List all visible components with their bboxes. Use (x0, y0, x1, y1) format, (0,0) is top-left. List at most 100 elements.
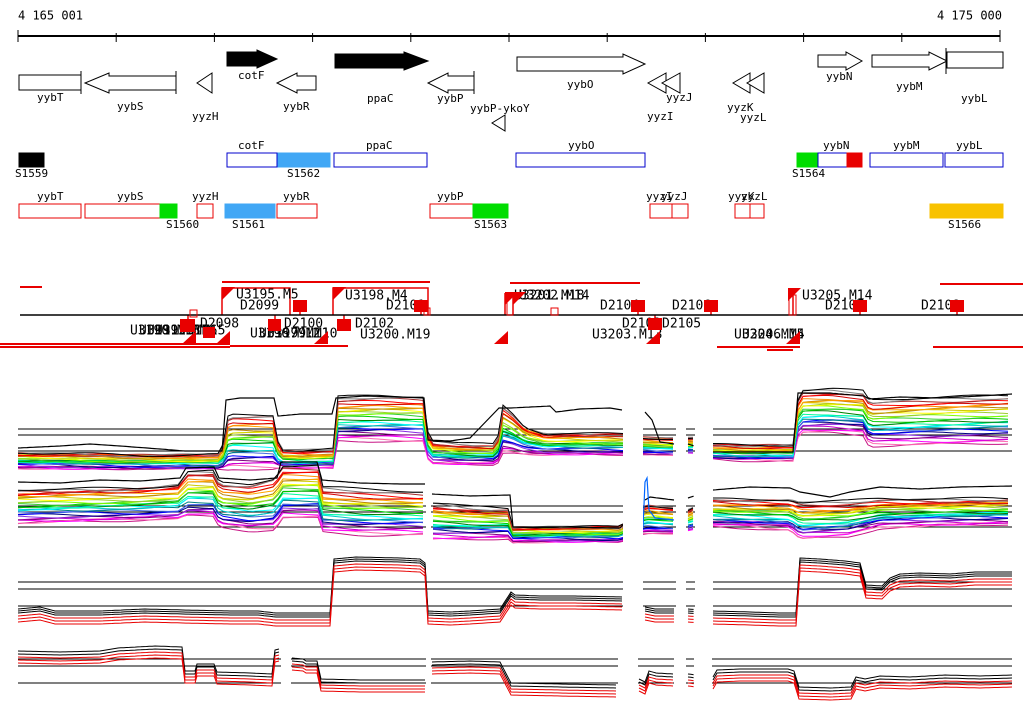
marker-flag-up[interactable] (333, 287, 346, 300)
segment-ppaC-segment[interactable] (333, 152, 428, 168)
band-series (712, 398, 1009, 450)
gene-yybO[interactable] (516, 53, 647, 75)
marker-square[interactable] (337, 319, 351, 331)
band-series (687, 529, 694, 532)
segment-yybM-segment[interactable] (869, 152, 944, 168)
segment-yyzL-segment[interactable] (749, 203, 765, 219)
marker-square[interactable] (853, 300, 867, 312)
band-series (17, 502, 424, 524)
band-series (687, 512, 694, 516)
band-series (712, 403, 1009, 452)
data-gap (281, 639, 291, 713)
band-series (433, 526, 624, 539)
data-gap (618, 639, 638, 713)
marker-flag-up[interactable] (788, 288, 801, 301)
segment-S1560[interactable] (159, 203, 178, 219)
segment-yyzJ-segment[interactable] (671, 203, 689, 219)
marker-flag-down[interactable] (314, 331, 328, 344)
gene-label-yybP-ykoY: yybP-ykoY (470, 102, 530, 115)
band-series (687, 506, 694, 510)
segment-cotF-segment[interactable] (226, 152, 278, 168)
band-series (642, 507, 674, 511)
marker-flag-down[interactable] (182, 331, 196, 344)
marker-flag-up[interactable] (222, 287, 235, 300)
segment-yybN-segment[interactable] (817, 152, 848, 168)
band-series (712, 513, 1009, 528)
gene-ppaC[interactable] (334, 51, 430, 71)
segment-yyzI-segment[interactable] (649, 203, 673, 219)
data-gap (623, 556, 643, 638)
segment-label-yyzH-segment: yyzH (192, 190, 219, 203)
segment-S1566[interactable] (929, 203, 1004, 219)
profile-series (712, 570, 1012, 627)
gene-yybP-ykoY[interactable] (491, 114, 506, 132)
band-series (687, 520, 694, 523)
gene-yyzH[interactable] (196, 72, 213, 94)
marker-label: D2106 (672, 298, 711, 313)
gene-yybL[interactable] (946, 51, 1004, 69)
highlight-series (712, 485, 1013, 498)
marker-flag-down[interactable] (216, 331, 230, 344)
gene-yybN[interactable] (817, 51, 864, 71)
marker-flag-down[interactable] (786, 331, 800, 344)
band-series (642, 519, 674, 522)
gene-label-yybS: yybS (117, 100, 144, 113)
marker-flag-up[interactable] (513, 292, 526, 305)
marker-open-square[interactable] (423, 307, 431, 316)
segment-yybL-segment[interactable] (944, 152, 1004, 168)
band-series (642, 438, 674, 441)
gene-yybM[interactable] (871, 51, 949, 71)
segment-S1563[interactable] (472, 203, 509, 219)
highlight-series (17, 395, 623, 452)
data-gap (674, 639, 686, 713)
marker-square[interactable] (631, 300, 645, 312)
gene-label-yybM: yybM (896, 80, 923, 93)
segment-yybP-segment[interactable] (429, 203, 474, 219)
segment-S1564[interactable] (796, 152, 819, 168)
segment-S1562[interactable] (277, 152, 331, 168)
gene-yybR[interactable] (275, 72, 317, 94)
marker-square[interactable] (414, 300, 428, 312)
gene-yybS[interactable] (83, 72, 177, 94)
marker-square[interactable] (950, 300, 964, 312)
gene-cotF[interactable] (226, 49, 279, 69)
segment-yyzK-segment[interactable] (734, 203, 751, 219)
band-series (642, 509, 674, 515)
marker-label: U3195.M5 (236, 287, 299, 302)
marker-flag-down[interactable] (646, 331, 660, 344)
segment-S1559[interactable] (18, 152, 45, 168)
segment-yybR-segment[interactable] (276, 203, 318, 219)
segment-yyzH-segment[interactable] (196, 203, 214, 219)
marker-square[interactable] (203, 327, 215, 338)
marker-label: D2104 (600, 298, 639, 313)
segment-yybO-segment[interactable] (515, 152, 646, 168)
gene-yybT[interactable] (18, 74, 82, 91)
profile-series (644, 613, 674, 617)
marker-square[interactable] (268, 319, 281, 331)
segment-yybN-red-segment[interactable] (846, 152, 863, 168)
segment-label-S1561: S1561 (232, 218, 265, 231)
marker-open-square[interactable] (550, 307, 559, 316)
band-series (713, 511, 1009, 524)
profile-series (17, 651, 280, 681)
marker-flag-down[interactable] (494, 331, 508, 344)
segment-label-yybT-segment: yybT (37, 190, 64, 203)
marker-square[interactable] (293, 300, 307, 312)
marker-label: U3205.M14 (802, 288, 873, 303)
segment-label-S1563: S1563 (474, 218, 507, 231)
gene-yybP[interactable] (426, 72, 475, 94)
segment-S1561[interactable] (224, 203, 276, 219)
profile-series (638, 673, 674, 686)
band-series (17, 480, 424, 505)
marker-square[interactable] (704, 300, 718, 312)
marker-square[interactable] (648, 318, 662, 330)
gene-label-yyzJ: yyzJ (666, 91, 693, 104)
profile-series (431, 660, 617, 686)
segment-yybT-segment[interactable] (18, 203, 82, 219)
band-series (712, 389, 1009, 448)
marker-open-square[interactable] (189, 309, 198, 318)
profile-series (644, 616, 674, 620)
band-series (642, 513, 674, 519)
marker-square[interactable] (180, 319, 195, 332)
